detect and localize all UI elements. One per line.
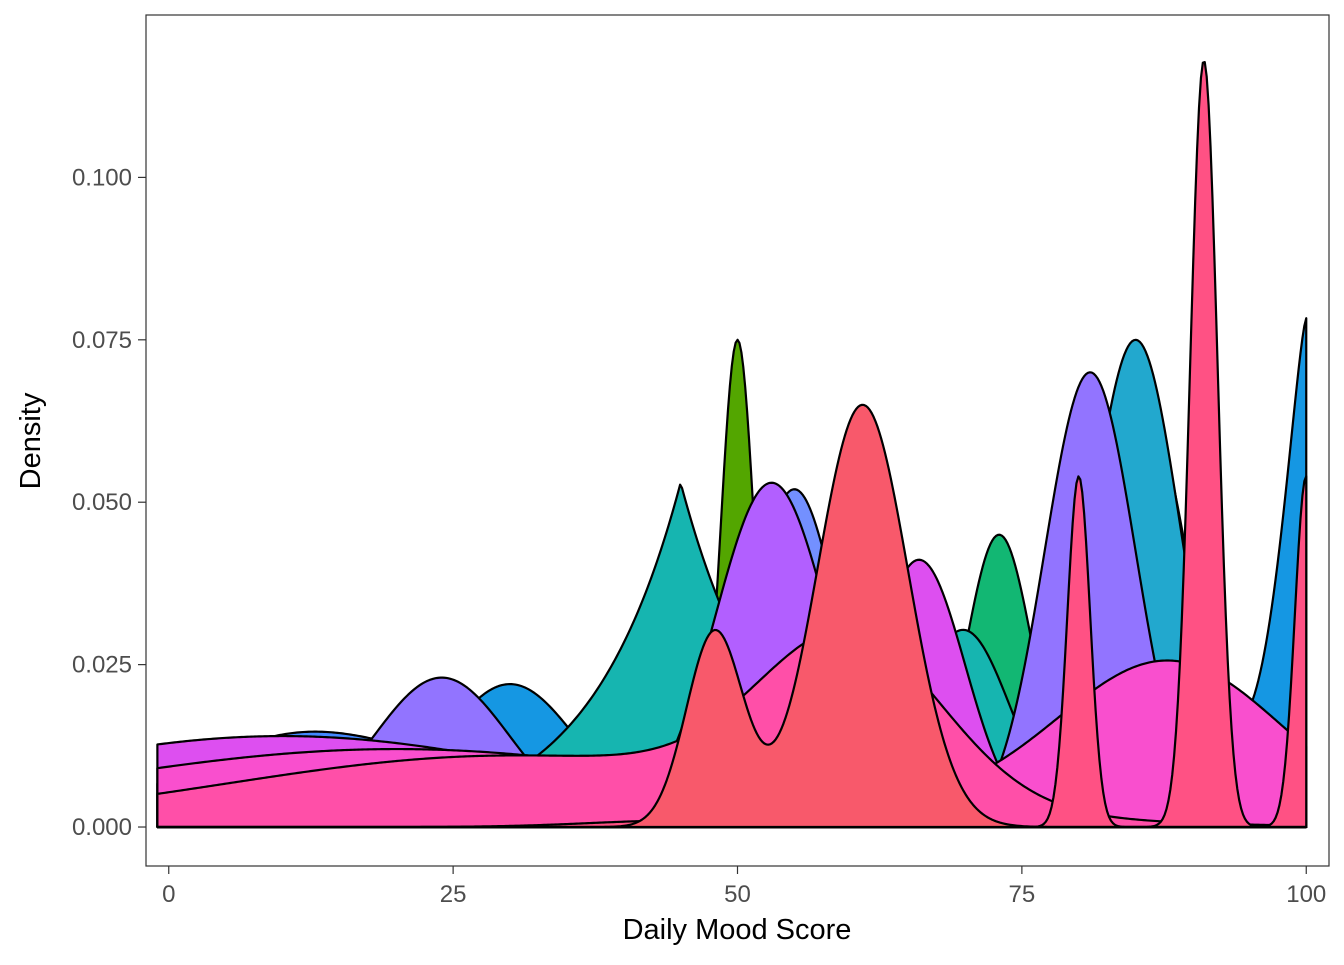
- y-tick-label: 0.100: [72, 164, 132, 191]
- x-tick-label: 100: [1286, 881, 1326, 908]
- y-tick-label: 0.050: [72, 489, 132, 516]
- x-tick-label: 75: [1009, 881, 1036, 908]
- y-axis-title: Density: [15, 392, 47, 489]
- density-areas: [156, 61, 1308, 829]
- x-tick-label: 0: [162, 881, 175, 908]
- x-tick-label: 50: [724, 881, 751, 908]
- y-tick-label: 0.075: [72, 327, 132, 354]
- x-tick-label: 25: [440, 881, 467, 908]
- x-axis: 0 25 50 75 100: [162, 866, 1326, 908]
- x-axis-title: Daily Mood Score: [623, 914, 852, 946]
- density-area-15: [156, 403, 1308, 829]
- y-tick-label: 0.025: [72, 652, 132, 679]
- y-axis: 0.000 0.025 0.050 0.075 0.100: [72, 164, 146, 841]
- y-tick-label: 0.000: [72, 814, 132, 841]
